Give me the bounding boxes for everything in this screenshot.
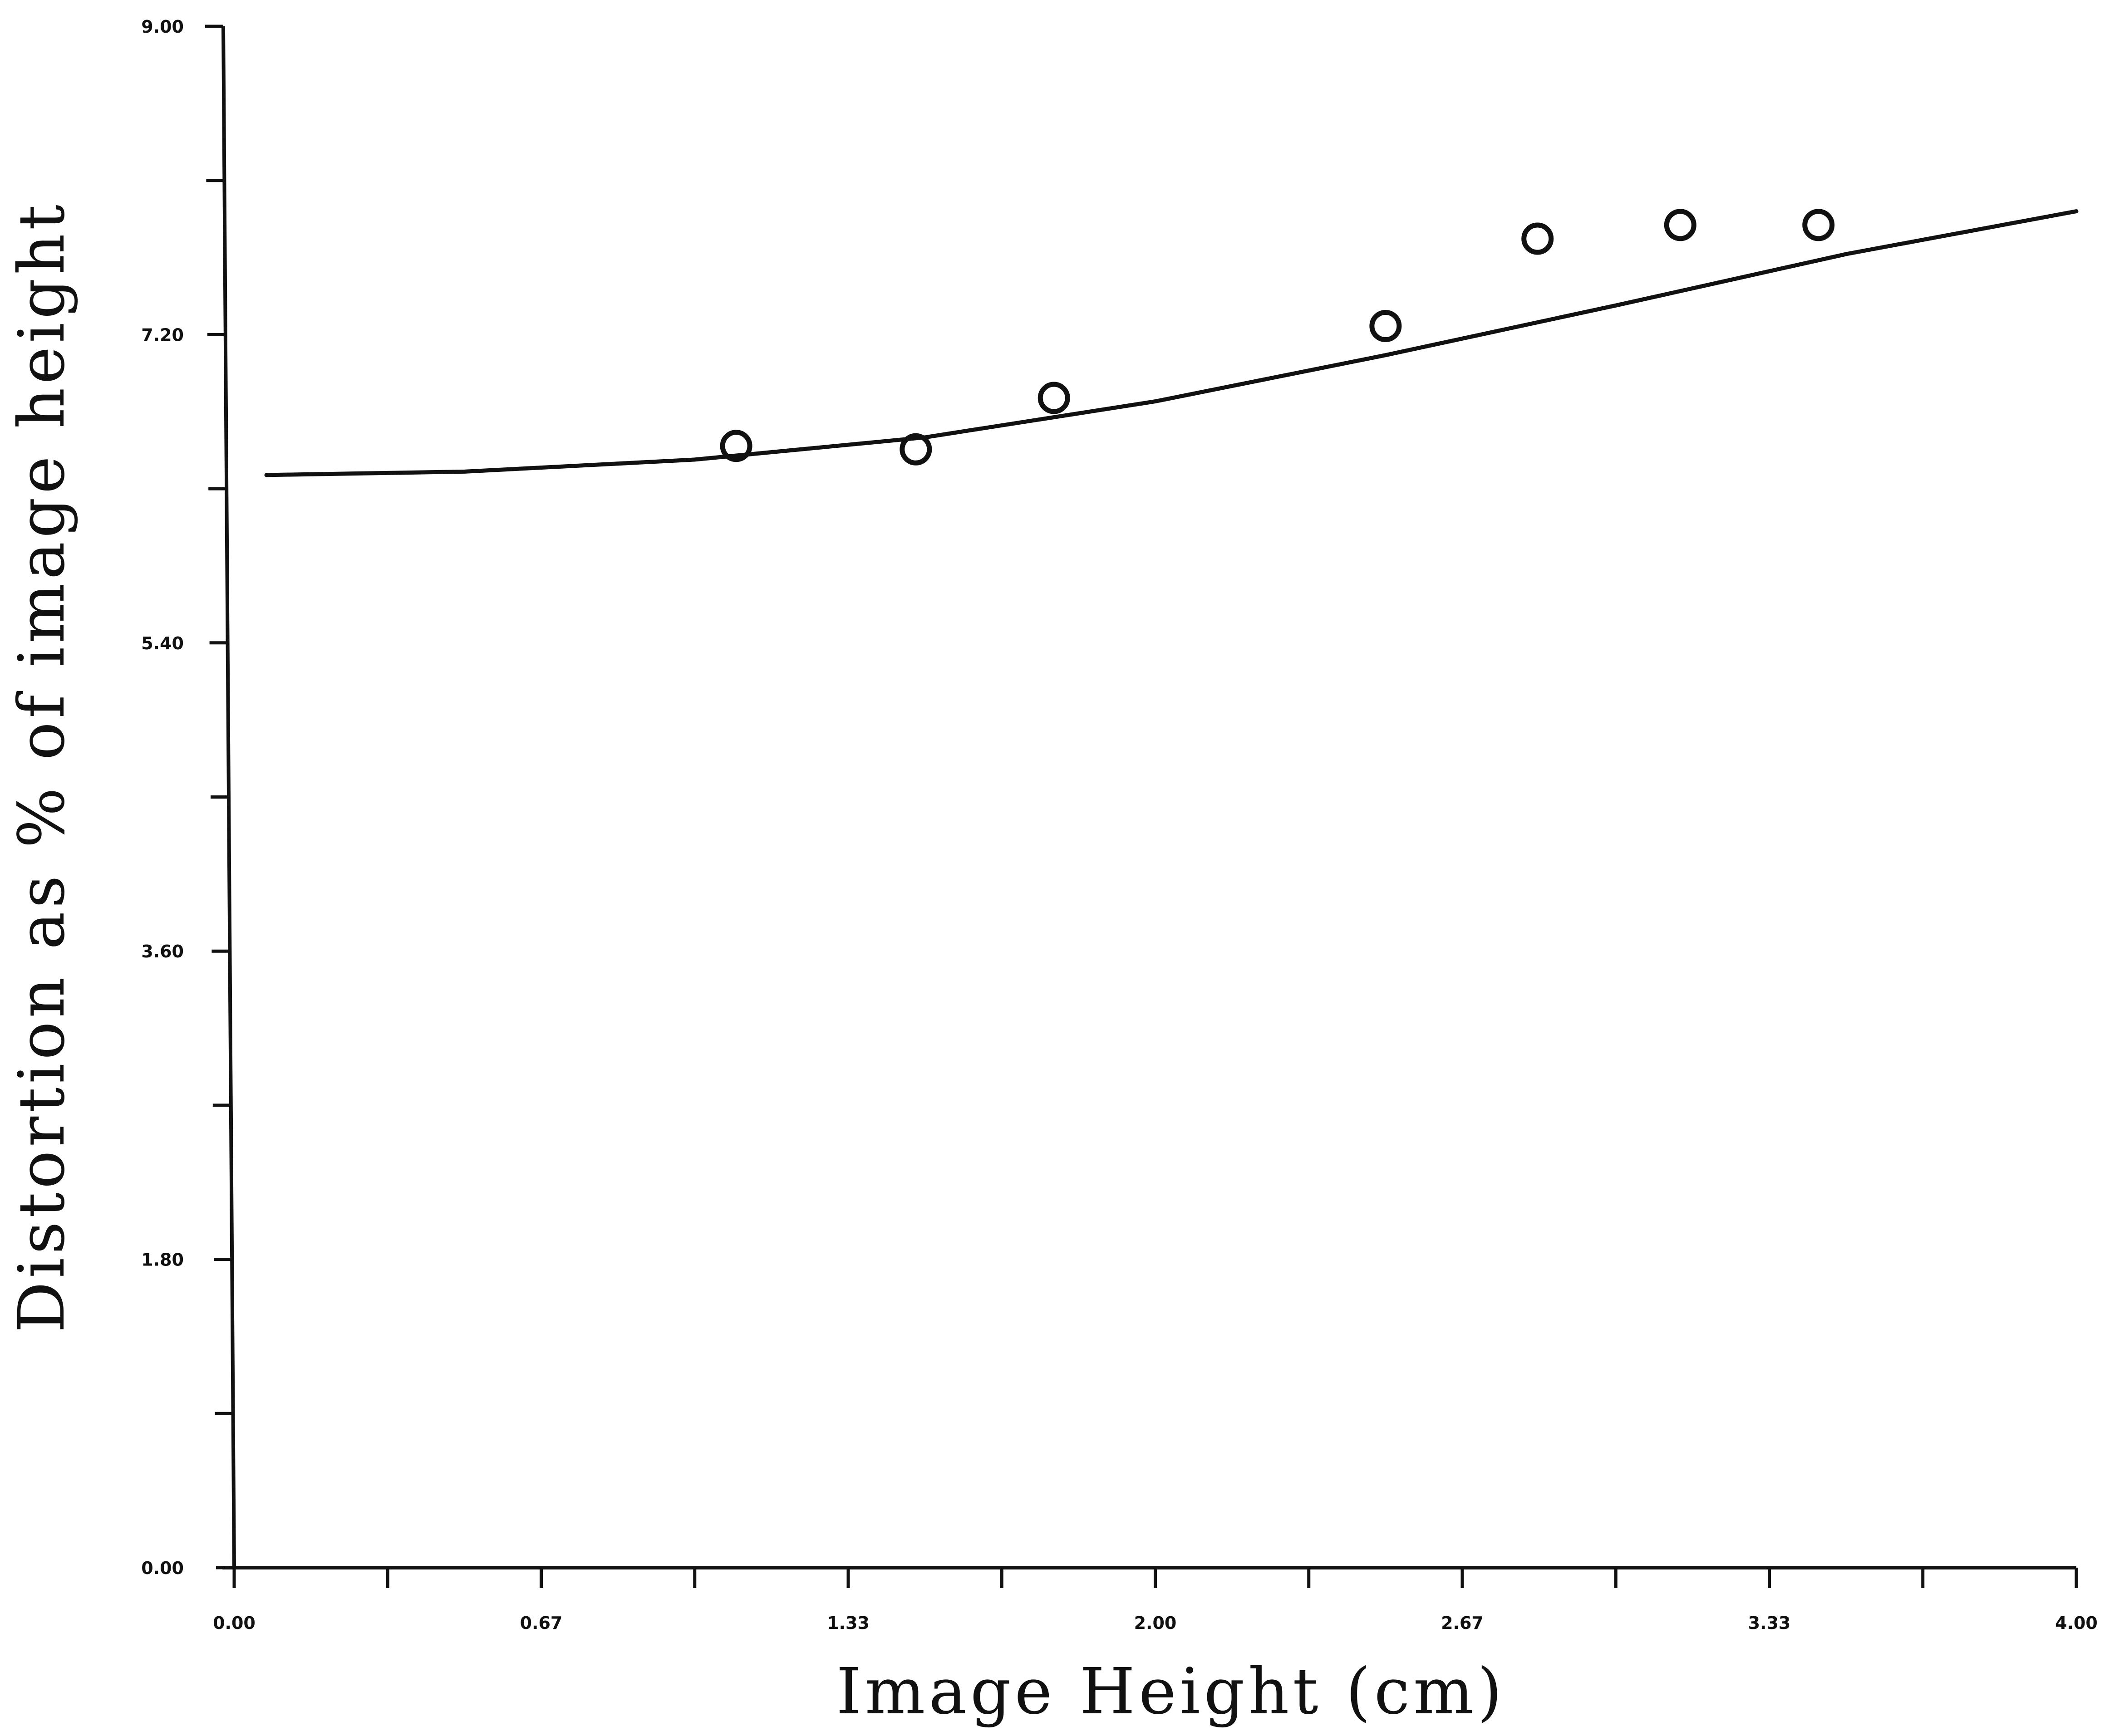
axes <box>221 26 2076 1570</box>
y-tick-label: 3.60 <box>141 942 184 961</box>
fit-curve <box>264 209 2079 477</box>
y-tick-label: 5.40 <box>141 633 184 653</box>
data-point <box>1369 310 1402 343</box>
data-point <box>1037 382 1070 414</box>
y-tick-label: 9.00 <box>141 17 184 37</box>
x-axis-title: Image Height (cm) <box>836 1655 1505 1729</box>
y-tick-label: 7.20 <box>141 325 184 345</box>
y-tick-label: 0.00 <box>141 1558 184 1578</box>
x-tick-label: 3.33 <box>1748 1613 1791 1633</box>
tick-marks <box>205 25 2078 1588</box>
y-axis-title: Distortion as % of image height <box>5 201 79 1333</box>
data-point <box>1802 209 1835 241</box>
x-tick-label: 2.67 <box>1441 1613 1484 1633</box>
x-tick-label: 4.00 <box>2055 1613 2098 1633</box>
data-point <box>720 430 752 462</box>
plot-series <box>264 209 2079 477</box>
x-tick-label: 1.33 <box>827 1613 870 1633</box>
data-point <box>1664 209 1696 241</box>
data-point <box>900 433 932 466</box>
y-tick-label: 1.80 <box>141 1250 184 1270</box>
data-point <box>1521 222 1554 255</box>
x-tick-label: 2.00 <box>1134 1613 1177 1633</box>
x-tick-label: 0.00 <box>213 1613 256 1633</box>
tick-labels: 0.00 0.67 1.33 2.00 2.67 3.33 4.00 0.00 1.80 3.60… <box>141 17 2098 1633</box>
x-tick-label: 0.67 <box>520 1613 563 1633</box>
